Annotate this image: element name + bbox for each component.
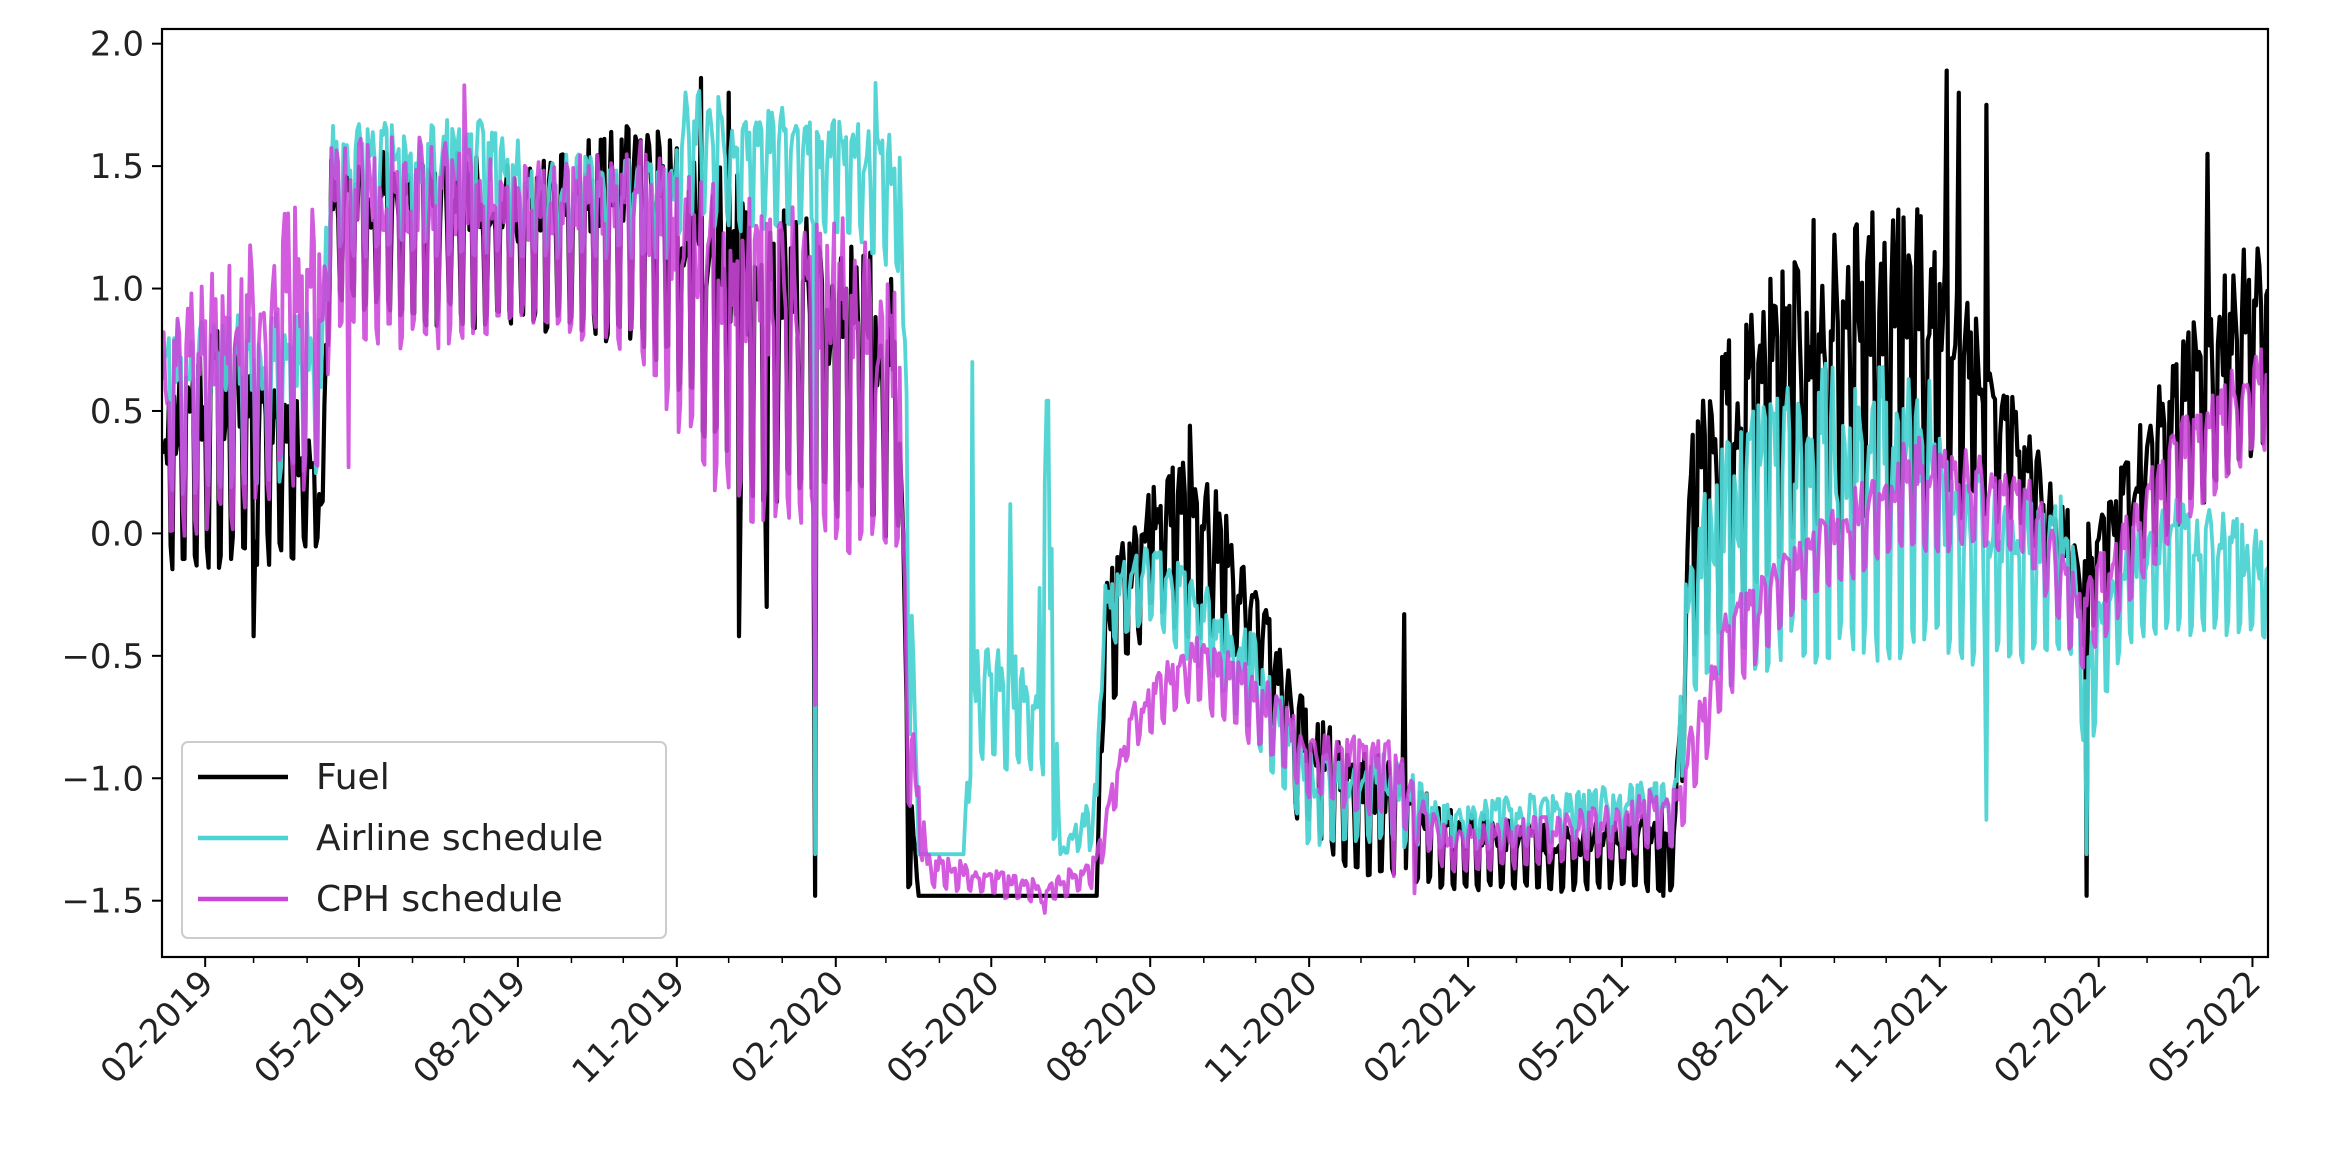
series-cph-schedule xyxy=(162,83,2268,915)
y-tick-label: 0.0 xyxy=(90,514,144,554)
legend-label-fuel: Fuel xyxy=(316,757,390,798)
legend-label-cph-schedule: CPH schedule xyxy=(316,879,563,920)
legend: Fuel Airline schedule CPH schedule xyxy=(181,741,667,939)
legend-box xyxy=(181,741,667,939)
y-tick-label: 1.5 xyxy=(90,147,144,187)
y-tick-label: −0.5 xyxy=(61,637,144,677)
series-line xyxy=(162,83,2268,915)
y-tick-label: 1.0 xyxy=(90,270,144,310)
y-tick-label: 2.0 xyxy=(90,25,144,65)
series-layer xyxy=(162,68,2268,915)
series-airline-schedule xyxy=(162,81,2268,857)
y-tick-label: −1.5 xyxy=(61,882,144,922)
series-line xyxy=(162,81,2268,857)
legend-label-airline-schedule: Airline schedule xyxy=(316,818,603,859)
y-axis: −1.5 −1.0 −0.5 0.0 0.5 1.0 1.5 2.0 xyxy=(61,25,162,922)
y-tick-label: −1.0 xyxy=(61,759,144,799)
y-tick-label: 0.5 xyxy=(90,392,144,432)
plot-frame xyxy=(160,27,2270,959)
